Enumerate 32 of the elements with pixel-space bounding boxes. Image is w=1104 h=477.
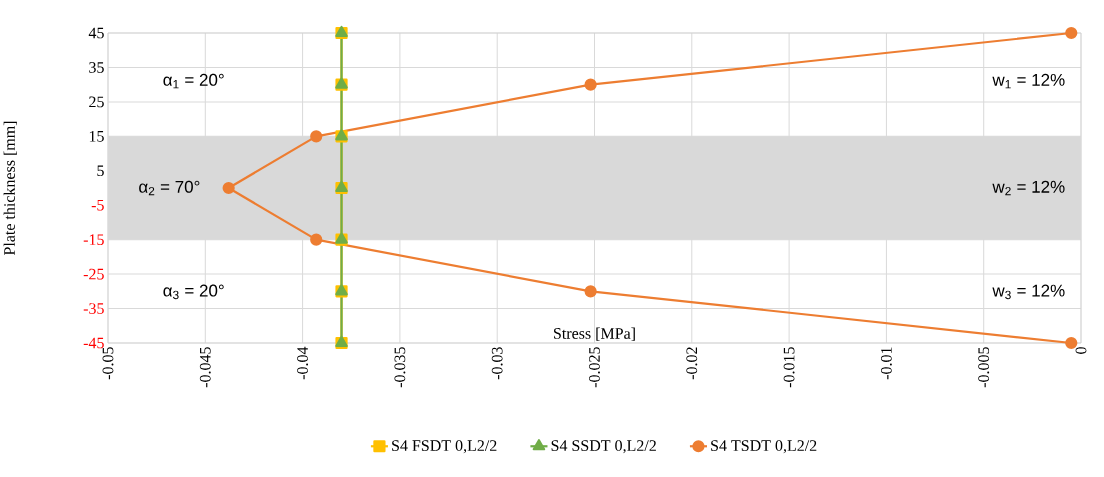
x-tick-label: 0 [1075,347,1087,354]
y-tick-label: 15 [89,130,104,142]
y-tick-label: -5 [91,199,104,211]
y-tick-label: -45 [83,337,104,349]
x-tick-label: -0.005 [978,347,990,388]
annotation: α$_{3}$ = 20° [163,284,224,300]
x-tick-label: -0.02 [686,347,698,380]
x-tick-label: -0.01 [880,347,892,380]
annotation: w$_{1}$ = 12% [992,73,1065,89]
x-tick-label: -0.03 [491,347,503,380]
legend-label: S4 TSDT 0,L2/2 [711,440,817,454]
annotation: α$_{1}$ = 20° [163,73,224,89]
legend-label: S4 FSDT 0,L2/2 [392,440,497,454]
annotation: α$_{2}$ = 70° [139,180,200,196]
annotation: w$_{2}$ = 12% [992,180,1065,196]
y-tick-label: -35 [83,303,104,314]
x-tick-label: -0.035 [394,347,406,388]
y-tick-label: 35 [89,62,104,73]
x-tick-label: -0.05 [102,347,114,380]
y-tick-label: 5 [97,165,104,177]
y-tick-label: 45 [88,27,104,39]
x-tick-label: -0.025 [589,347,600,388]
x-axis-title: Stress [MPa] [554,327,635,341]
y-axis-title: Plate thickness [mm] [3,121,17,256]
x-tick-label: -0.04 [297,346,309,380]
y-tick-label: -25 [83,268,104,280]
legend-label: S4 SSDT 0,L2/2 [551,440,656,454]
x-tick-label: -0.045 [199,347,211,388]
y-tick-label: -15 [83,234,104,246]
y-tick-label: 25 [89,96,104,108]
x-tick-label: -0.015 [783,347,795,388]
annotation: w$_{3}$ = 12% [992,284,1065,300]
